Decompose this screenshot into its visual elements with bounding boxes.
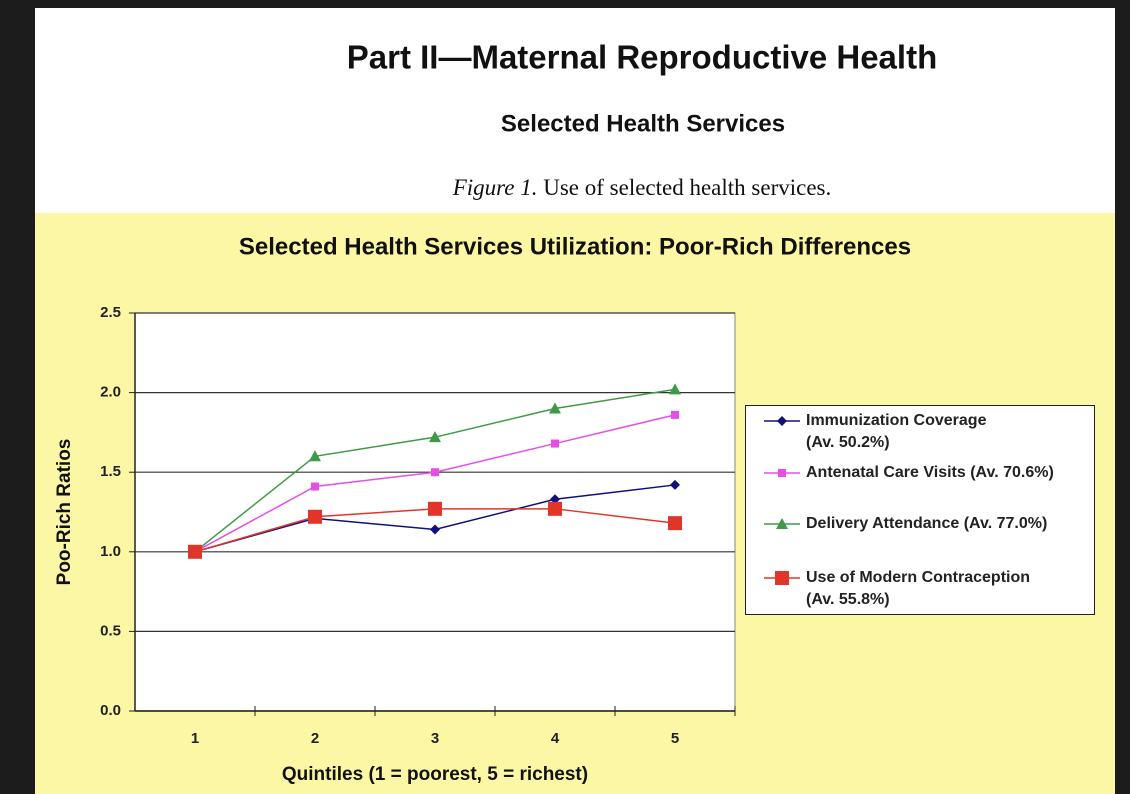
- marker: [776, 518, 788, 529]
- marker: [309, 450, 321, 462]
- y-tick-label: 1.5: [100, 463, 121, 480]
- legend: Immunization Coverage (Av. 50.2%) Antenat…: [745, 405, 1095, 615]
- marker: [548, 501, 562, 516]
- marker: [311, 482, 319, 491]
- marker: [431, 468, 439, 477]
- y-axis-label: Poo-Rich Ratios: [54, 439, 75, 586]
- figure-caption: Figure 1. Use of selected health service…: [452, 175, 832, 200]
- marker: [429, 431, 441, 443]
- legend-label: Use of Modern Contraception (Av. 55.8%): [806, 569, 1031, 608]
- caption-text: Use of selected health services.: [543, 175, 831, 200]
- x-tick-label: 5: [671, 730, 679, 747]
- legend-swatch: [764, 571, 800, 585]
- x-tick-label: 4: [551, 730, 560, 747]
- marker: [308, 509, 322, 524]
- x-tick-label: 3: [431, 730, 439, 747]
- marker: [669, 383, 681, 395]
- marker: [550, 494, 560, 505]
- marker: [668, 516, 682, 531]
- marker: [551, 439, 559, 448]
- y-tick-label: 2.5: [100, 304, 121, 321]
- chart-title: Selected Health Services Utilization: Po…: [239, 233, 911, 260]
- legend-swatch: [764, 416, 800, 426]
- marker: [775, 571, 789, 585]
- legend-label: Delivery Attendance (Av. 77.0%): [806, 515, 1048, 532]
- marker: [430, 524, 440, 535]
- marker: [778, 469, 786, 477]
- y-tick-label: 1.0: [100, 543, 121, 560]
- y-tick-label: 0.0: [100, 702, 121, 719]
- x-tick-label: 2: [311, 730, 319, 747]
- legend-swatch: [764, 518, 800, 529]
- marker: [671, 410, 679, 419]
- legend-label: Immunization Coverage (Av. 50.2%): [806, 412, 987, 451]
- marker: [549, 402, 561, 414]
- section-title: Selected Health Services: [501, 110, 785, 137]
- page-title: Part II—Maternal Reproductive Health: [347, 39, 937, 76]
- marker: [188, 544, 202, 559]
- y-tick-label: 2.0: [100, 384, 121, 401]
- legend-label: Antenatal Care Visits (Av. 70.6%): [806, 464, 1054, 481]
- marker: [428, 501, 442, 516]
- legend-swatch: [764, 469, 800, 477]
- caption-label: Figure 1.: [452, 175, 538, 200]
- marker: [670, 479, 680, 490]
- marker: [777, 416, 787, 426]
- y-tick-label: 0.5: [100, 622, 121, 639]
- x-axis-label: Quintiles (1 = poorest, 5 = richest): [282, 764, 588, 785]
- x-tick-label: 1: [191, 730, 199, 747]
